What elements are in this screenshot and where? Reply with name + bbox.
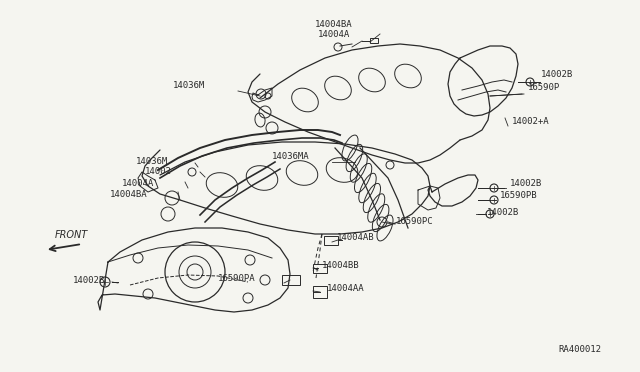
Text: 16590PB: 16590PB [500,191,538,200]
Bar [313,264,327,273]
Text: 14036M: 14036M [136,157,168,166]
Text: 16590PA: 16590PA [218,274,255,283]
Bar [282,275,300,285]
Text: 14002B: 14002B [487,208,519,217]
Text: 14004A: 14004A [122,179,154,188]
Text: RA400012: RA400012 [558,345,601,354]
Text: 14036MA: 14036MA [272,152,310,161]
Text: 14002: 14002 [145,167,172,176]
Text: 14002B: 14002B [73,276,105,285]
Text: FRONT: FRONT [55,230,88,240]
Text: 16590PC: 16590PC [396,217,434,226]
Text: 14002+A: 14002+A [512,117,550,126]
Text: 14004AA: 14004AA [327,284,365,293]
Text: 16590P: 16590P [528,83,560,92]
Text: 14004A: 14004A [318,30,350,39]
Bar [324,236,338,245]
Bar [370,38,378,43]
Text: 14004BA: 14004BA [110,190,148,199]
Text: 14004AB: 14004AB [337,233,374,242]
Text: 14002B: 14002B [510,179,542,188]
Text: 14004BB: 14004BB [322,261,360,270]
Text: 14002B: 14002B [541,70,573,79]
Text: 14036M: 14036M [173,81,205,90]
Bar [313,286,327,298]
Text: 14004BA: 14004BA [315,20,353,29]
